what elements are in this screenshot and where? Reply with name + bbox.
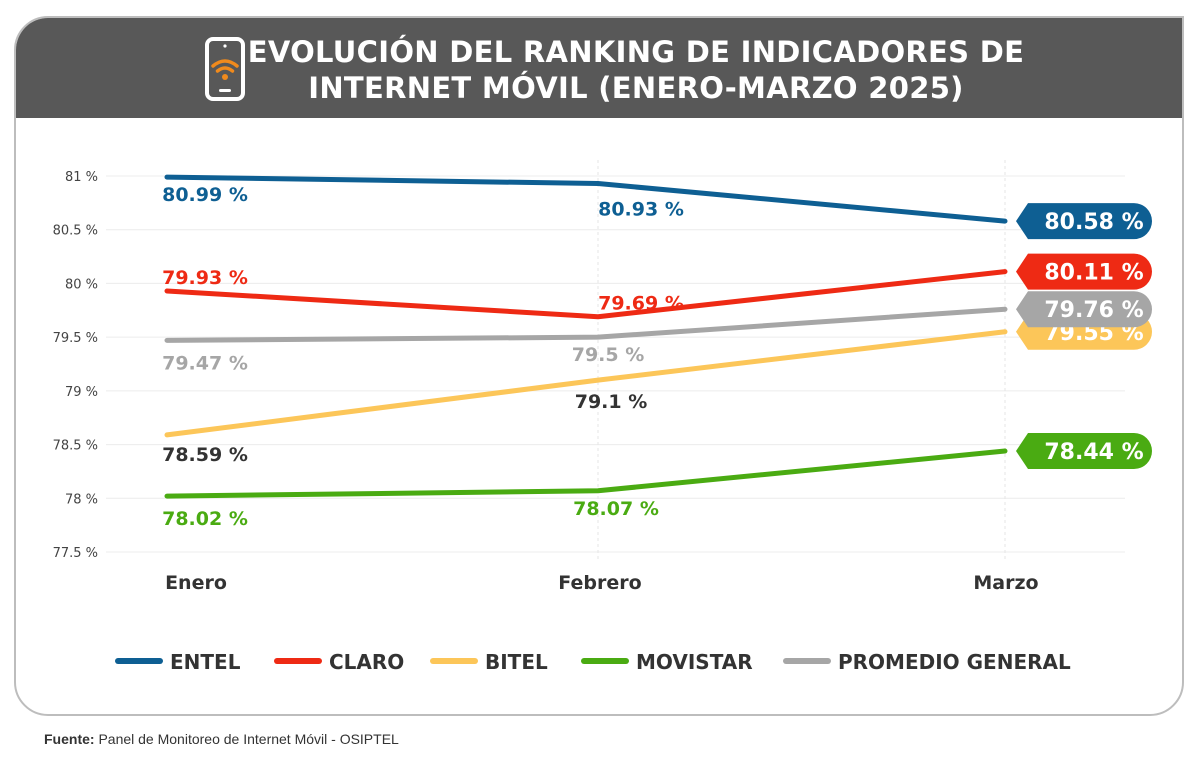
y-tick-label: 81 % [65, 170, 98, 185]
x-tick-label: Enero [165, 572, 227, 594]
series-line-entel [164, 174, 1008, 224]
legend-label: CLARO [329, 650, 404, 674]
chart-card: EVOLUCIÓN DEL RANKING DE INDICADORES DE … [14, 16, 1184, 716]
y-tick-label: 77.5 % [53, 546, 98, 561]
value-badge [1016, 253, 1152, 290]
title-line-2: INTERNET MÓVIL (ENERO-MARZO 2025) [308, 71, 964, 105]
data-label: 79.5 % [572, 344, 645, 366]
title-line-1: EVOLUCIÓN DEL RANKING DE INDICADORES DE [247, 35, 1025, 69]
data-label: 78.59 % [162, 444, 248, 466]
data-label: 79.47 % [162, 352, 248, 374]
value-badge [1016, 433, 1152, 470]
data-label: 79.93 % [162, 267, 248, 289]
legend-label: PROMEDIO GENERAL [838, 650, 1071, 674]
chart-header: EVOLUCIÓN DEL RANKING DE INDICADORES DE … [16, 18, 1182, 118]
value-badge [1016, 203, 1152, 240]
data-label: 78.02 % [162, 508, 248, 530]
legend-label: MOVISTAR [636, 650, 753, 674]
legend-label: BITEL [485, 650, 548, 674]
data-label: 80.93 % [598, 199, 684, 221]
chart-title: EVOLUCIÓN DEL RANKING DE INDICADORES DE … [246, 34, 1026, 106]
y-tick-label: 78 % [65, 492, 98, 507]
source-label: Fuente: [44, 731, 95, 747]
series-line-promedio-general [164, 306, 1008, 343]
y-tick-label: 79 % [65, 385, 98, 400]
series-line-claro [164, 269, 1008, 320]
value-badge [1016, 291, 1152, 328]
value-badge-label: 80.58 % [1044, 210, 1143, 235]
source-text: Panel de Monitoreo de Internet Móvil - O… [98, 731, 399, 747]
data-label: 79.1 % [575, 391, 648, 413]
y-tick-label: 80.5 % [53, 224, 98, 239]
series-line-bitel [164, 329, 1008, 438]
value-badge-label: 78.44 % [1044, 440, 1143, 465]
source-note: Fuente: Panel de Monitoreo de Internet M… [44, 731, 399, 747]
value-badge-label: 79.76 % [1044, 298, 1143, 323]
y-tick-label: 79.5 % [53, 331, 98, 346]
series-line-movistar [164, 448, 1008, 499]
data-label: 79.69 % [598, 293, 684, 315]
y-tick-label: 78.5 % [53, 439, 98, 454]
y-tick-label: 80 % [65, 277, 98, 292]
data-label: 80.99 % [162, 184, 248, 206]
value-badge-label: 80.11 % [1044, 261, 1143, 286]
smartphone-wifi-icon [205, 37, 245, 101]
x-tick-label: Febrero [558, 572, 641, 594]
legend-label: ENTEL [170, 650, 241, 674]
data-label: 78.07 % [573, 498, 659, 520]
x-tick-label: Marzo [973, 572, 1038, 594]
